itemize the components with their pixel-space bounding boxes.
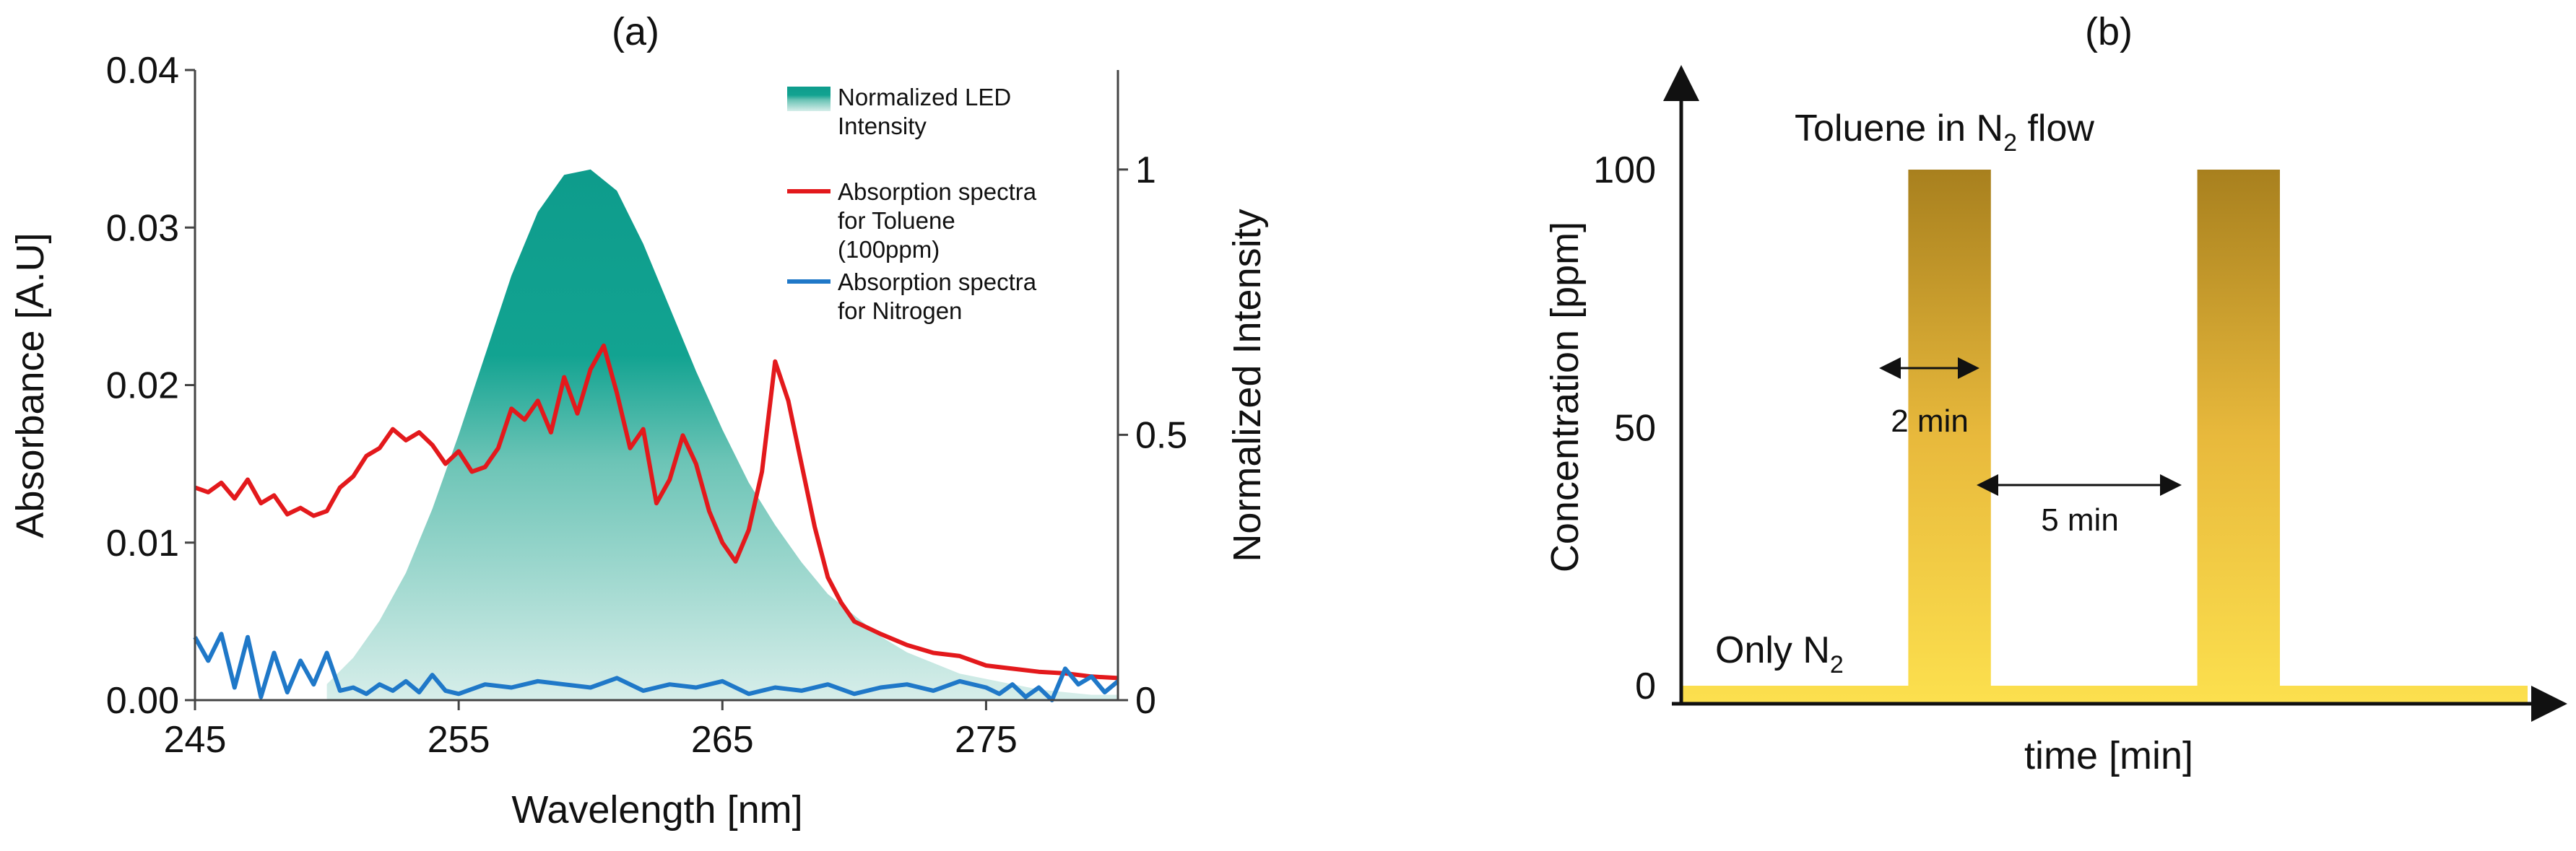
y-tick-label: 0.01 <box>106 523 179 564</box>
legend-label-toluene: Absorption spectra for Toluene (100ppm) <box>838 178 1043 263</box>
pulse-label: Toluene in N2 flow <box>1795 108 2094 157</box>
legend-swatch-led <box>787 87 831 111</box>
x-tick-label: 275 <box>955 719 1018 761</box>
legend-led-line1: Normalized LED <box>838 84 1011 110</box>
panel-a-y2-label: Normalized Intensity <box>1226 209 1269 562</box>
panel-a-legend: Normalized LED Intensity Absorption spec… <box>787 84 1043 324</box>
pulse-label-end: flow <box>2017 108 2094 149</box>
panel-b-x-label: time [min] <box>2024 734 2193 777</box>
panel-a-x-ticks: 245 255 265 275 <box>164 700 1018 761</box>
pulse-width-label: 2 min <box>1891 403 1969 439</box>
panel-a-label: (a) <box>612 10 659 53</box>
y-tick-label: 0.02 <box>106 365 179 407</box>
y-tick-label: 50 <box>1614 408 1656 450</box>
legend-label-nitrogen: Absorption spectra for Nitrogen <box>838 269 1043 324</box>
y-tick-label: 0 <box>1635 665 1656 707</box>
legend-label-led: Normalized LED Intensity <box>838 84 1018 139</box>
toluene-absorption-line <box>194 343 1119 681</box>
x-tick-label: 255 <box>428 719 490 761</box>
y2-tick-label: 0.5 <box>1135 414 1187 456</box>
legend-toluene-line2: for Toluene <box>838 207 955 234</box>
legend-led-line2: Intensity <box>838 113 927 139</box>
legend-nitrogen-line1: Absorption spectra <box>838 269 1037 295</box>
y2-tick-label: 0 <box>1135 680 1156 722</box>
panel-a-chart: (a) 245 255 265 275 0.000.010.020.030.04 00… <box>9 10 1269 832</box>
legend-toluene-line3: (100ppm) <box>838 236 940 263</box>
legend-toluene-line1: Absorption spectra <box>838 178 1037 205</box>
panel-a-y2-ticks: 00.51 <box>1118 149 1187 722</box>
led-intensity-area <box>326 169 1119 701</box>
panel-a-x-label: Wavelength [nm] <box>511 788 802 832</box>
pulse-gap-label: 5 min <box>2041 502 2119 538</box>
y-tick-label: 0.03 <box>106 207 179 249</box>
nitrogen-absorption-line <box>193 632 1119 702</box>
panel-b-y-ticks: 0 50 100 <box>1593 149 1656 707</box>
y-tick-label: 0.00 <box>106 680 179 722</box>
x-tick-label: 265 <box>691 719 754 761</box>
legend-nitrogen-line2: for Nitrogen <box>838 297 962 324</box>
pulse-label-main: Toluene in N <box>1795 108 2003 149</box>
panel-b-label: (b) <box>2085 10 2133 53</box>
y-tick-label: 100 <box>1593 149 1656 191</box>
pulse-label-subscript: 2 <box>2003 129 2017 157</box>
baseline-label-main: Only N <box>1715 629 1830 671</box>
baseline-label-subscript: 2 <box>1830 651 1844 678</box>
concentration-profile <box>1681 170 2528 704</box>
panel-b-y-label: Concentration [ppm] <box>1543 222 1587 572</box>
y-tick-label: 0.04 <box>106 50 179 92</box>
baseline-label: Only N2 <box>1715 629 1844 678</box>
panel-b-chart: (b) 0 50 100 Concentration [ppm] time [min… <box>1543 10 2567 777</box>
x-tick-label: 245 <box>164 719 227 761</box>
panel-a-y-label: Absorbance [A.U] <box>9 232 52 538</box>
y2-tick-label: 1 <box>1135 149 1156 191</box>
panel-a-y-ticks: 0.00 0.01 0.02 0.03 0.04 <box>106 50 195 722</box>
